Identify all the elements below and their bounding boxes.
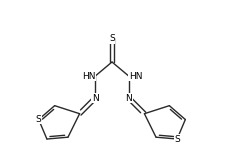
Text: S: S [36, 115, 42, 124]
Text: HN: HN [129, 72, 142, 81]
Text: N: N [92, 94, 99, 103]
Text: HN: HN [82, 72, 95, 81]
Text: N: N [126, 94, 132, 103]
Text: S: S [109, 34, 115, 43]
Text: S: S [174, 135, 180, 144]
